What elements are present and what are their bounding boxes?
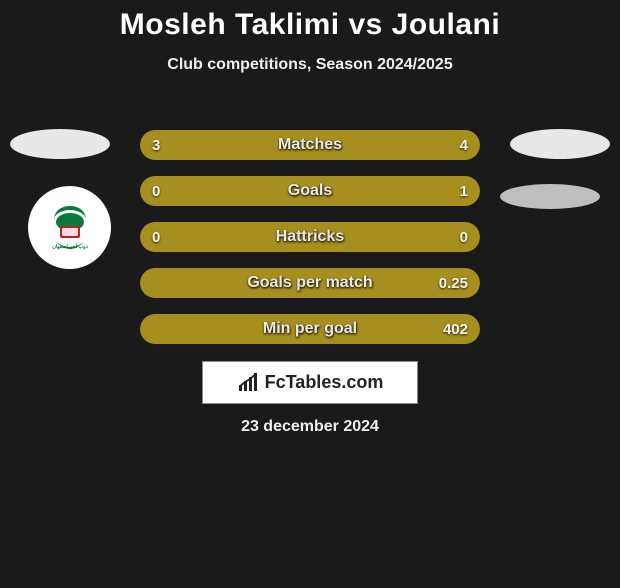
bar-value-left: 0	[152, 222, 160, 252]
snapshot-date: 23 december 2024	[0, 418, 620, 436]
chart-icon	[237, 373, 261, 393]
bar-fill-left	[140, 130, 276, 160]
bar-fill-full	[140, 268, 480, 298]
bar-value-right: 0	[460, 222, 468, 252]
bar-value-right: 402	[443, 314, 468, 344]
player-right-avatar	[510, 129, 610, 159]
bar-fill-right	[276, 130, 480, 160]
bar-value-right: 0.25	[439, 268, 468, 298]
stat-bar: 01Goals	[140, 176, 480, 206]
stat-bar: 34Matches	[140, 130, 480, 160]
bar-value-left: 3	[152, 130, 160, 160]
player-left-avatar	[10, 129, 110, 159]
club-logo-icon: ذوب آهن اصفهان	[42, 200, 98, 256]
season-subtitle: Club competitions, Season 2024/2025	[0, 56, 620, 74]
stat-bar: 00Hattricks	[140, 222, 480, 252]
stat-bar: 402Min per goal	[140, 314, 480, 344]
bar-fill-full	[140, 222, 480, 252]
svg-text:ذوب آهن اصفهان: ذوب آهن اصفهان	[52, 243, 88, 250]
site-logo-text: FcTables.com	[265, 372, 384, 393]
comparison-title: Mosleh Taklimi vs Joulani	[0, 8, 620, 42]
player-left-club-badge: ذوب آهن اصفهان	[28, 186, 111, 269]
site-logo: FcTables.com	[202, 361, 418, 404]
bar-fill-right	[157, 176, 480, 206]
stats-bars: 34Matches01Goals00Hattricks0.25Goals per…	[140, 130, 480, 360]
bar-value-right: 1	[460, 176, 468, 206]
bar-value-right: 4	[460, 130, 468, 160]
bar-fill-full	[140, 314, 480, 344]
stat-bar: 0.25Goals per match	[140, 268, 480, 298]
bar-value-left: 0	[152, 176, 160, 206]
player-right-club-badge	[500, 184, 600, 209]
